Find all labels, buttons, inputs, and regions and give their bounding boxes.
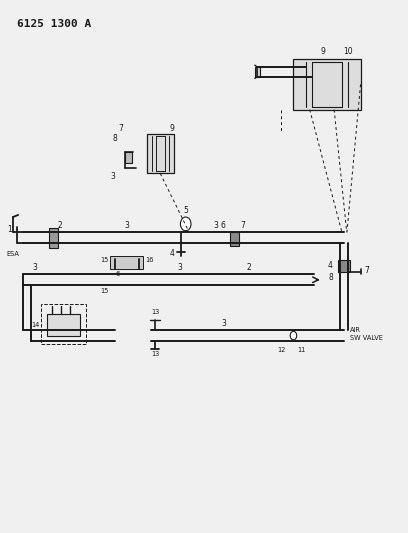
Text: AIR: AIR [350,327,361,333]
Bar [293,59,361,110]
Text: 3: 3 [222,319,227,328]
Bar [338,260,350,272]
Text: 3: 3 [214,221,219,230]
Bar [41,304,86,344]
Text: 7: 7 [118,124,123,133]
Text: 8: 8 [328,273,333,281]
Text: ESA: ESA [7,251,19,256]
Text: 7: 7 [365,266,370,274]
Bar [47,314,80,336]
Circle shape [180,217,191,231]
Bar [255,67,260,77]
Text: 13: 13 [151,351,160,357]
Text: 1: 1 [7,225,12,234]
Bar [111,256,143,269]
Bar [230,232,239,246]
Text: 13: 13 [151,309,160,314]
Text: 3: 3 [33,263,38,272]
Text: 5: 5 [183,206,188,215]
Text: 8: 8 [112,134,117,143]
Bar [147,134,173,173]
Text: 2: 2 [246,263,251,272]
Circle shape [290,332,297,340]
Text: 4: 4 [328,262,333,270]
Text: 3: 3 [124,221,129,230]
Text: 7: 7 [241,221,246,230]
Text: 14: 14 [31,322,39,328]
Text: 2: 2 [57,221,62,230]
Text: SW VALVE: SW VALVE [350,335,383,341]
Text: 10: 10 [344,47,353,55]
Text: 3: 3 [110,172,115,181]
Text: 4: 4 [170,249,175,258]
Text: 6125 1300 A: 6125 1300 A [17,19,91,29]
Text: 15: 15 [100,288,109,294]
Text: 6: 6 [115,271,120,277]
Text: 15: 15 [100,257,109,263]
Text: 3: 3 [177,263,182,272]
Text: 9: 9 [320,47,325,55]
Text: 9: 9 [169,124,174,133]
Bar [49,228,58,248]
Text: 11: 11 [297,348,306,353]
Text: 16: 16 [145,257,153,263]
Bar [125,152,132,163]
Text: 12: 12 [278,348,286,353]
Text: 6: 6 [221,221,228,230]
